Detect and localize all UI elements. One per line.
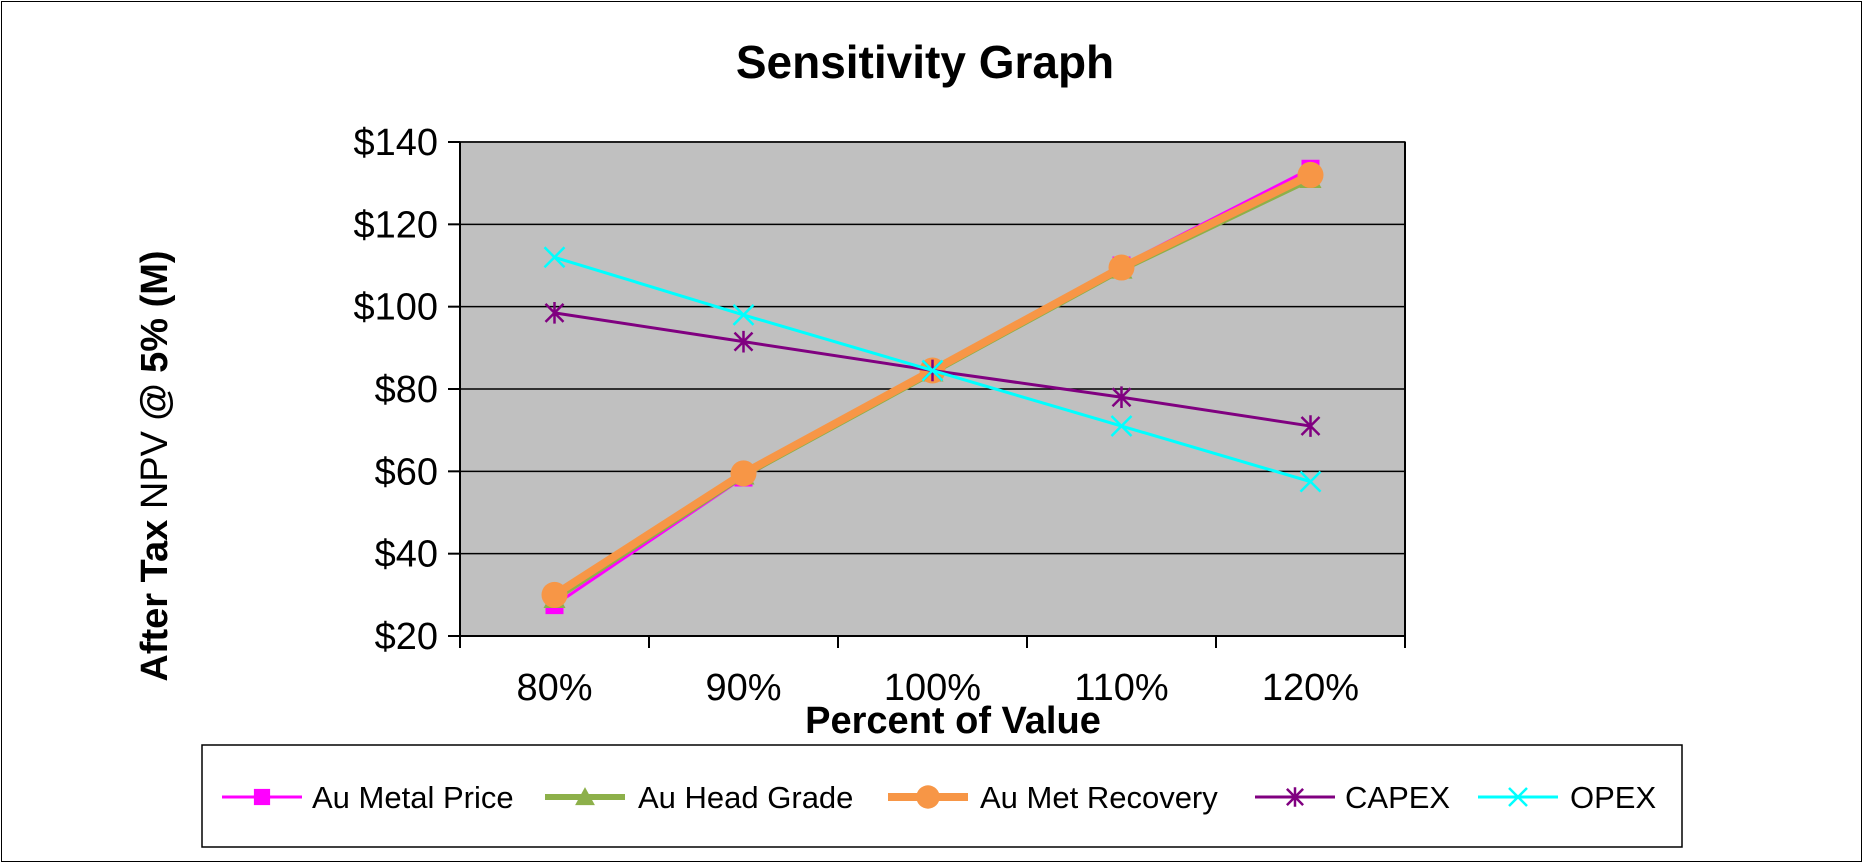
y-tick-label: $80 [375, 369, 438, 411]
data-point [921, 359, 944, 382]
x-axis-ticks: 80% 90% 100% 110% 120% [459, 636, 1406, 709]
legend: Au Metal Price Au Head Grade Au Met Recove… [201, 744, 1683, 848]
x-axis-label: Percent of Value [805, 700, 1101, 742]
legend-entry: CAPEX [1255, 780, 1450, 815]
legend-swatch-marker [575, 787, 595, 806]
data-point [1111, 386, 1132, 409]
y-tick-label: $20 [375, 616, 438, 658]
y-tick-label: $40 [375, 534, 438, 576]
data-point [730, 460, 757, 487]
y-tick-label: $60 [375, 451, 438, 493]
data-point [1108, 254, 1135, 281]
legend-swatch-marker [1286, 787, 1304, 807]
data-point [1110, 415, 1133, 437]
legend-label: Au Met Recovery [980, 780, 1218, 815]
y-axis-label-part1: After Tax [134, 520, 176, 682]
data-point [733, 330, 754, 353]
legend-label: OPEX [1570, 780, 1656, 815]
data-point [543, 246, 566, 269]
legend-swatch-marker [1508, 787, 1528, 807]
series-layer [541, 159, 1324, 615]
legend-entry: Au Metal Price [222, 780, 514, 815]
data-point [541, 581, 568, 608]
legend-entry: Au Head Grade [545, 780, 853, 815]
x-tick-label: 110% [1074, 667, 1168, 709]
y-axis-label-part3: @ 5% (M) [134, 250, 176, 420]
legend-swatch-marker [916, 785, 940, 809]
x-tick-label: 80% [516, 667, 592, 709]
y-axis-ticks: $20 $40 $60 $80 $100 $120 $140 [353, 122, 460, 658]
y-tick-label: $100 [353, 287, 438, 329]
x-tick-label: 120% [1262, 667, 1359, 709]
y-tick-label: $120 [353, 204, 438, 246]
data-point [732, 304, 755, 326]
legend-swatch-marker [253, 788, 271, 806]
y-axis-label-part2: NPV [134, 420, 176, 519]
data-point [1297, 161, 1324, 188]
legend-entry: Au Met Recovery [888, 780, 1218, 815]
x-tick-label: 90% [705, 667, 781, 709]
chart-title: Sensitivity Graph [736, 36, 1114, 88]
legend-label: Au Metal Price [312, 780, 514, 815]
y-axis-label: After Tax NPV @ 5% (M) [134, 250, 176, 681]
x-tick-label: 100% [884, 667, 981, 709]
series-opex [543, 246, 1322, 493]
data-point [544, 302, 565, 324]
legend-label: Au Head Grade [638, 780, 853, 815]
data-point [1300, 415, 1321, 437]
data-point [1299, 470, 1322, 493]
y-tick-label: $140 [353, 122, 438, 164]
legend-entry: OPEX [1478, 780, 1656, 815]
legend-label: CAPEX [1345, 780, 1450, 815]
